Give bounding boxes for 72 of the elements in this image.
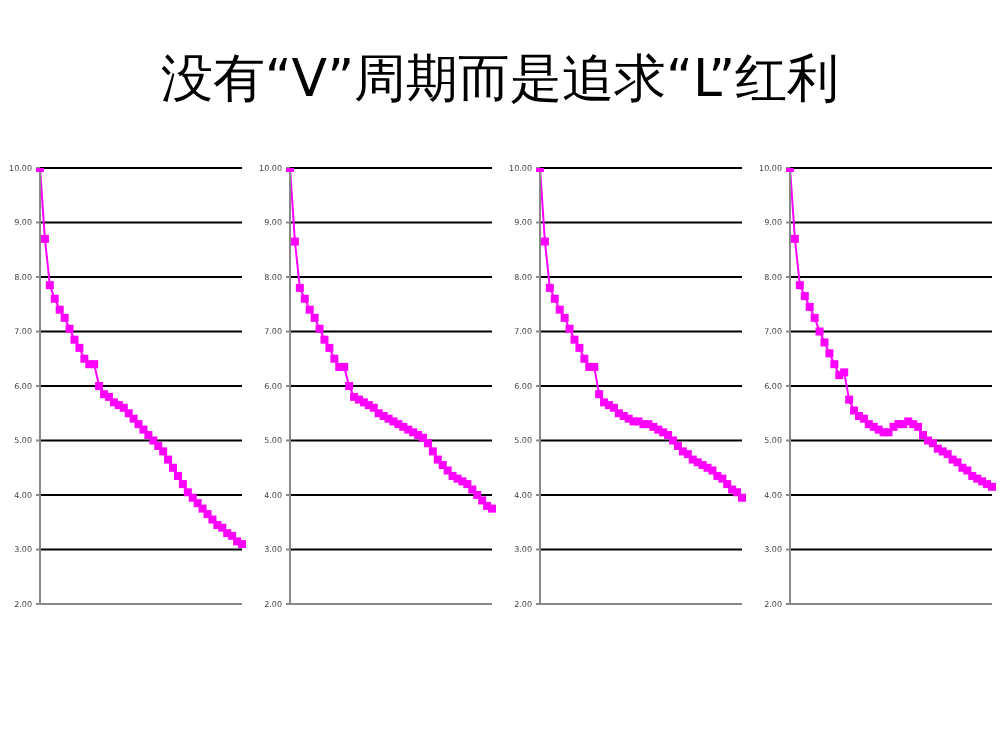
point [595, 390, 604, 399]
point [928, 439, 937, 448]
point [193, 499, 202, 508]
point [60, 313, 69, 322]
point [943, 450, 952, 459]
point [50, 294, 59, 303]
point [423, 439, 432, 448]
point [805, 302, 814, 311]
point [178, 480, 187, 489]
point [65, 324, 74, 333]
point [825, 349, 834, 358]
point [315, 324, 324, 333]
point [345, 382, 354, 390]
point [590, 362, 599, 371]
point [173, 471, 182, 480]
point [305, 305, 314, 314]
point [463, 480, 472, 489]
point [478, 496, 487, 505]
point [238, 540, 246, 549]
point [540, 237, 549, 246]
point [845, 395, 854, 404]
point [815, 327, 824, 336]
point [565, 324, 574, 333]
point [330, 354, 339, 363]
point [325, 343, 334, 352]
point [914, 422, 923, 431]
point [575, 343, 584, 352]
point [290, 237, 299, 246]
point [800, 292, 809, 301]
point [795, 281, 804, 290]
point [790, 234, 799, 243]
point [810, 313, 819, 322]
point [340, 362, 349, 371]
point [560, 313, 569, 322]
point [183, 488, 192, 497]
point [988, 482, 996, 491]
point [295, 283, 304, 292]
point [75, 343, 84, 352]
point [570, 335, 579, 344]
point [708, 466, 717, 475]
point [45, 281, 54, 290]
point [70, 335, 79, 344]
point [310, 313, 319, 322]
point [159, 447, 168, 456]
point [683, 450, 692, 459]
point [320, 335, 329, 344]
point [169, 463, 178, 472]
point [830, 360, 839, 369]
point [545, 283, 554, 292]
point [723, 480, 732, 489]
point [488, 504, 496, 513]
point [124, 409, 133, 418]
point [555, 305, 564, 314]
point [164, 455, 173, 464]
point [664, 431, 673, 440]
point [95, 382, 104, 390]
point [738, 493, 746, 502]
text: 没有“V”周期而是追求“L”红利 [158, 48, 842, 114]
point [300, 294, 309, 303]
point [55, 305, 64, 314]
point [443, 466, 452, 475]
point [840, 368, 849, 377]
point [820, 338, 829, 347]
point [919, 431, 928, 440]
point [580, 354, 589, 363]
point [428, 447, 437, 456]
point [40, 234, 49, 243]
point [733, 488, 742, 497]
point [90, 360, 99, 369]
point [144, 431, 153, 440]
point [550, 294, 559, 303]
point [963, 466, 972, 475]
